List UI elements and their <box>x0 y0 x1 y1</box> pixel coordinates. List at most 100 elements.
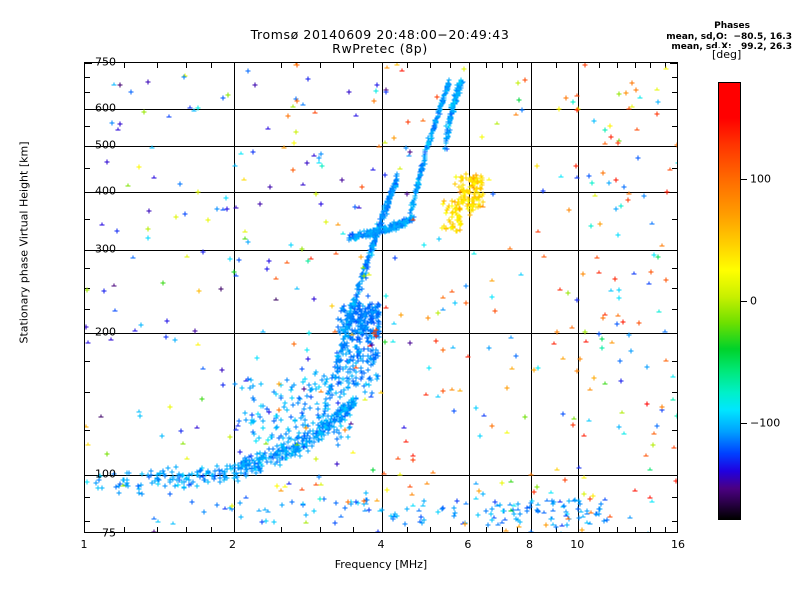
data-point <box>150 146 155 151</box>
colorbar-title: [deg] <box>711 48 742 61</box>
y-axis-tick-label: 500 <box>95 138 116 151</box>
x-axis-tick <box>665 527 666 532</box>
data-point <box>272 418 277 423</box>
data-point <box>308 394 313 399</box>
data-point <box>464 176 469 181</box>
data-point <box>354 347 359 352</box>
data-point <box>170 474 175 479</box>
data-point <box>398 473 403 478</box>
x-axis-tick <box>599 527 600 532</box>
data-point <box>302 387 307 392</box>
data-point <box>602 381 607 386</box>
data-point <box>443 89 448 94</box>
data-point <box>455 499 460 504</box>
data-point <box>256 411 261 416</box>
data-point <box>405 506 410 511</box>
data-point <box>337 430 342 435</box>
data-point <box>454 205 459 210</box>
data-point <box>366 305 371 310</box>
data-point <box>111 284 116 289</box>
data-point <box>353 500 358 505</box>
ionogram-plot-area[interactable] <box>84 62 678 533</box>
data-point <box>624 90 629 95</box>
data-point <box>508 480 513 485</box>
data-point <box>229 504 234 509</box>
data-point <box>279 503 284 508</box>
data-point <box>405 119 410 124</box>
data-point <box>575 175 580 180</box>
data-point <box>368 378 373 383</box>
data-point <box>495 121 500 126</box>
x-axis-tick <box>469 525 470 532</box>
data-point <box>391 517 396 522</box>
data-point <box>314 370 319 375</box>
y-axis-tick <box>85 109 92 110</box>
data-point <box>354 337 359 342</box>
y-axis-tick <box>672 77 677 78</box>
data-point <box>452 409 457 414</box>
data-point <box>318 152 323 157</box>
y-axis-tick <box>85 497 90 498</box>
data-point <box>358 255 363 260</box>
data-point <box>306 330 311 335</box>
data-point <box>549 516 554 521</box>
data-point <box>588 522 593 527</box>
data-point <box>588 223 593 228</box>
data-point <box>441 307 446 312</box>
data-point <box>395 456 400 461</box>
data-point <box>303 426 308 431</box>
data-point <box>336 417 341 422</box>
data-point <box>436 115 441 120</box>
data-point <box>192 329 197 334</box>
x-axis-tick <box>635 527 636 532</box>
x-axis-tick <box>281 527 282 532</box>
data-point <box>251 149 256 154</box>
data-point <box>85 288 90 293</box>
data-point <box>311 153 316 158</box>
data-point <box>644 401 649 406</box>
x-axis-tick-label: 2 <box>229 538 236 551</box>
data-point <box>146 226 151 231</box>
data-point <box>449 111 454 116</box>
data-point <box>365 258 370 263</box>
data-point <box>229 466 234 471</box>
data-point <box>566 291 571 296</box>
data-point <box>247 455 252 460</box>
y-axis-tick <box>670 192 677 193</box>
data-point <box>246 69 251 74</box>
data-point <box>109 120 114 125</box>
data-point <box>508 509 513 514</box>
x-axis-tick-label: 6 <box>464 538 471 551</box>
data-point <box>457 189 462 194</box>
data-point <box>294 286 299 291</box>
x-axis-title: Frequency [MHz] <box>84 558 678 571</box>
data-point <box>351 353 356 358</box>
data-point <box>114 485 119 490</box>
data-point <box>515 508 520 513</box>
data-point <box>173 483 178 488</box>
data-point <box>398 312 403 317</box>
data-point <box>613 178 618 183</box>
data-point <box>84 324 89 329</box>
data-point <box>440 388 445 393</box>
data-point <box>339 435 344 440</box>
data-point <box>336 354 341 359</box>
data-point <box>301 379 306 384</box>
data-point <box>373 308 378 313</box>
data-point <box>243 379 248 384</box>
data-point <box>360 184 365 189</box>
data-point <box>234 206 239 211</box>
x-axis-tick <box>617 527 618 532</box>
data-point <box>214 503 219 508</box>
data-point <box>473 406 478 411</box>
data-point <box>430 471 435 476</box>
data-point <box>622 432 627 437</box>
data-point <box>218 475 223 480</box>
data-point <box>301 501 306 506</box>
data-point <box>651 443 656 448</box>
data-point <box>451 514 456 519</box>
data-point <box>504 430 509 435</box>
data-point <box>608 289 613 294</box>
data-point <box>140 492 145 497</box>
data-point <box>609 341 614 346</box>
